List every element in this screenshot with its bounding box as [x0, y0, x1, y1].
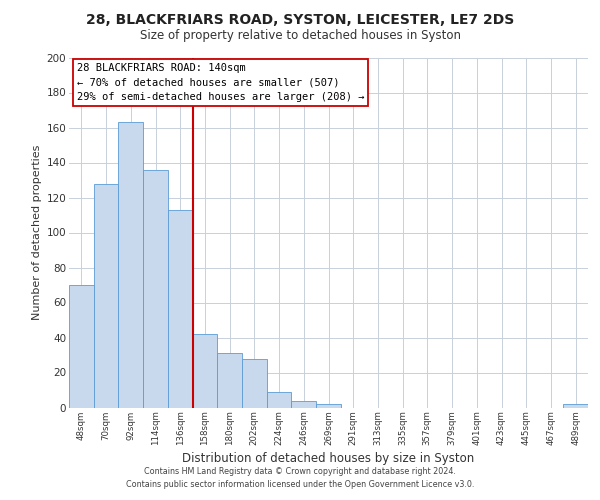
Bar — [563, 404, 588, 407]
Bar — [118, 122, 143, 408]
Bar — [267, 392, 292, 407]
Bar — [69, 285, 94, 408]
Bar — [94, 184, 118, 408]
Y-axis label: Number of detached properties: Number of detached properties — [32, 145, 43, 320]
Text: Contains HM Land Registry data © Crown copyright and database right 2024.
Contai: Contains HM Land Registry data © Crown c… — [126, 468, 474, 489]
Text: Size of property relative to detached houses in Syston: Size of property relative to detached ho… — [139, 29, 461, 42]
X-axis label: Distribution of detached houses by size in Syston: Distribution of detached houses by size … — [182, 452, 475, 465]
Bar — [217, 353, 242, 408]
Bar — [168, 210, 193, 408]
Bar — [292, 400, 316, 407]
Text: 28 BLACKFRIARS ROAD: 140sqm
← 70% of detached houses are smaller (507)
29% of se: 28 BLACKFRIARS ROAD: 140sqm ← 70% of det… — [77, 62, 364, 102]
Text: 28, BLACKFRIARS ROAD, SYSTON, LEICESTER, LE7 2DS: 28, BLACKFRIARS ROAD, SYSTON, LEICESTER,… — [86, 12, 514, 26]
Bar — [193, 334, 217, 407]
Bar — [143, 170, 168, 408]
Bar — [242, 358, 267, 408]
Bar — [316, 404, 341, 407]
